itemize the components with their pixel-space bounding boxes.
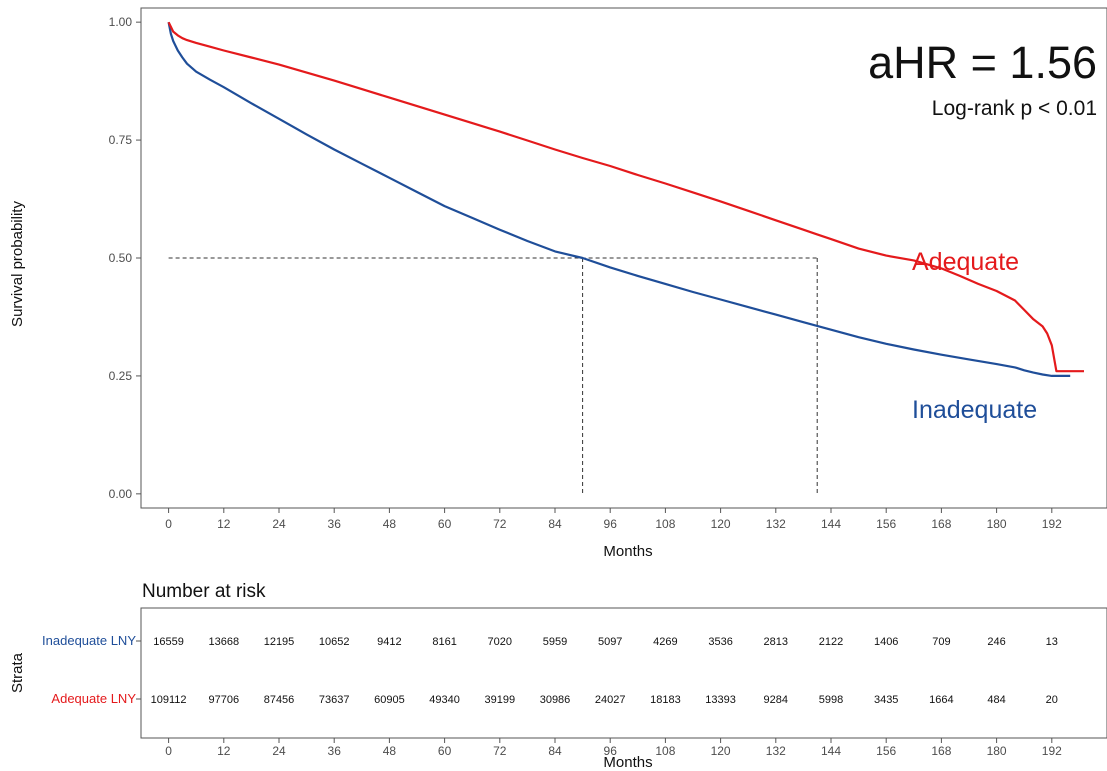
risk-cell: 709 <box>932 636 950 648</box>
risk-row-label: Adequate LNY <box>51 691 136 706</box>
y-axis-title: Survival probability <box>9 201 26 327</box>
kaplan-meier-plot: 0.00 0.25 0.50 0.75 1.00 0 12 24 36 48 60 72 84 96 10… <box>9 7 1107 560</box>
risk-cell: 109112 <box>151 694 187 706</box>
x-tick-label: 24 <box>272 517 286 531</box>
risk-cell: 3435 <box>874 694 898 706</box>
x-tick-label: 144 <box>821 517 841 531</box>
risk-cell: 39199 <box>485 694 516 706</box>
risk-x-tick-label: 132 <box>766 744 786 758</box>
risk-cell: 7020 <box>488 636 512 648</box>
x-tick-label: 60 <box>438 517 452 531</box>
risk-cell: 2122 <box>819 636 843 648</box>
median-reference-lines <box>168 257 818 494</box>
risk-cell: 8161 <box>432 636 456 648</box>
risk-x-tick-label: 72 <box>493 744 507 758</box>
risk-cell: 3536 <box>708 636 732 648</box>
risk-cell: 9284 <box>764 694 788 706</box>
x-tick-label: 96 <box>604 517 618 531</box>
risk-cell: 10652 <box>319 636 350 648</box>
risk-x-tick-label: 48 <box>383 744 397 758</box>
y-tick-label: 0.50 <box>109 251 133 265</box>
risk-cell: 12195 <box>264 636 295 648</box>
y-tick-label: 1.00 <box>109 15 133 29</box>
risk-cell: 97706 <box>209 694 240 706</box>
x-tick-label: 108 <box>655 517 675 531</box>
risk-cell: 18183 <box>650 694 681 706</box>
risk-cell: 49340 <box>429 694 460 706</box>
risk-cell: 87456 <box>264 694 295 706</box>
x-tick-label: 120 <box>711 517 731 531</box>
x-tick-label: 0 <box>165 517 172 531</box>
risk-cell: 1664 <box>929 694 953 706</box>
risk-cell: 484 <box>987 694 1005 706</box>
survival-curves <box>167 21 1084 377</box>
risk-table-border <box>140 607 1107 739</box>
y-axis: 0.00 0.25 0.50 0.75 1.00 <box>109 15 141 501</box>
y-tick-label: 0.75 <box>109 133 133 147</box>
risk-x-tick-label: 108 <box>655 744 675 758</box>
x-axis-title: Months <box>603 543 652 560</box>
risk-cell: 9412 <box>377 636 401 648</box>
risk-cell: 16559 <box>153 636 184 648</box>
risk-cell: 20 <box>1046 694 1058 706</box>
risk-x-tick-label: 96 <box>604 744 618 758</box>
logrank-pvalue-annotation: Log-rank p < 0.01 <box>932 97 1097 120</box>
y-tick-label: 0.00 <box>109 487 133 501</box>
x-tick-label: 132 <box>766 517 786 531</box>
risk-x-axis-title: Months <box>603 754 652 771</box>
risk-cell: 246 <box>987 636 1005 648</box>
risk-x-tick-label: 168 <box>931 744 951 758</box>
x-tick-label: 180 <box>987 517 1007 531</box>
risk-cell: 5097 <box>598 636 622 648</box>
risk-cell: 1406 <box>874 636 898 648</box>
risk-cell: 2813 <box>764 636 788 648</box>
risk-x-tick-label: 0 <box>165 744 172 758</box>
legend-label-adequate: Adequate <box>912 248 1019 276</box>
risk-cell: 4269 <box>653 636 677 648</box>
risk-cell: 5998 <box>819 694 843 706</box>
x-tick-label: 156 <box>876 517 896 531</box>
risk-cell: 13668 <box>209 636 240 648</box>
risk-x-tick-label: 12 <box>217 744 231 758</box>
risk-x-tick-label: 36 <box>328 744 342 758</box>
y-tick-label: 0.25 <box>109 369 133 383</box>
risk-table-title: Number at risk <box>142 581 266 602</box>
risk-x-tick-label: 156 <box>876 744 896 758</box>
x-tick-label: 168 <box>931 517 951 531</box>
risk-table-rows: Inadequate LNY 16559 13668 12195 10652 9412 81… <box>42 633 1058 706</box>
survival-curve-adequate <box>167 21 1084 373</box>
number-at-risk-table: Number at risk Strata Inadequate LNY 1655… <box>9 581 1107 771</box>
x-tick-label: 72 <box>493 517 507 531</box>
x-tick-label: 36 <box>328 517 342 531</box>
hazard-ratio-annotation: aHR = 1.56 <box>868 37 1097 88</box>
strata-axis-title: Strata <box>9 652 26 693</box>
risk-x-tick-label: 180 <box>987 744 1007 758</box>
risk-table-x-axis: 0 12 24 36 48 60 72 84 96 108 120 132 144 156 168 180 19… <box>165 738 1062 758</box>
risk-x-tick-label: 144 <box>821 744 841 758</box>
risk-cell: 30986 <box>540 694 571 706</box>
survival-curve-inadequate <box>167 21 1071 377</box>
risk-x-tick-label: 60 <box>438 744 452 758</box>
risk-cell: 5959 <box>543 636 567 648</box>
risk-cell: 73637 <box>319 694 350 706</box>
x-tick-label: 192 <box>1042 517 1062 531</box>
risk-x-tick-label: 120 <box>711 744 731 758</box>
legend-label-inadequate: Inadequate <box>912 396 1037 424</box>
risk-cell: 13 <box>1046 636 1058 648</box>
x-tick-label: 12 <box>217 517 231 531</box>
risk-row-label: Inadequate LNY <box>42 633 136 648</box>
risk-cell: 24027 <box>595 694 626 706</box>
risk-cell: 13393 <box>705 694 736 706</box>
risk-x-tick-label: 84 <box>548 744 562 758</box>
x-axis: 0 12 24 36 48 60 72 84 96 108 120 132 144 156 168 180 19… <box>165 508 1062 531</box>
risk-cell: 60905 <box>374 694 405 706</box>
x-tick-label: 48 <box>383 517 397 531</box>
risk-x-tick-label: 192 <box>1042 744 1062 758</box>
x-tick-label: 84 <box>548 517 562 531</box>
risk-x-tick-label: 24 <box>272 744 286 758</box>
